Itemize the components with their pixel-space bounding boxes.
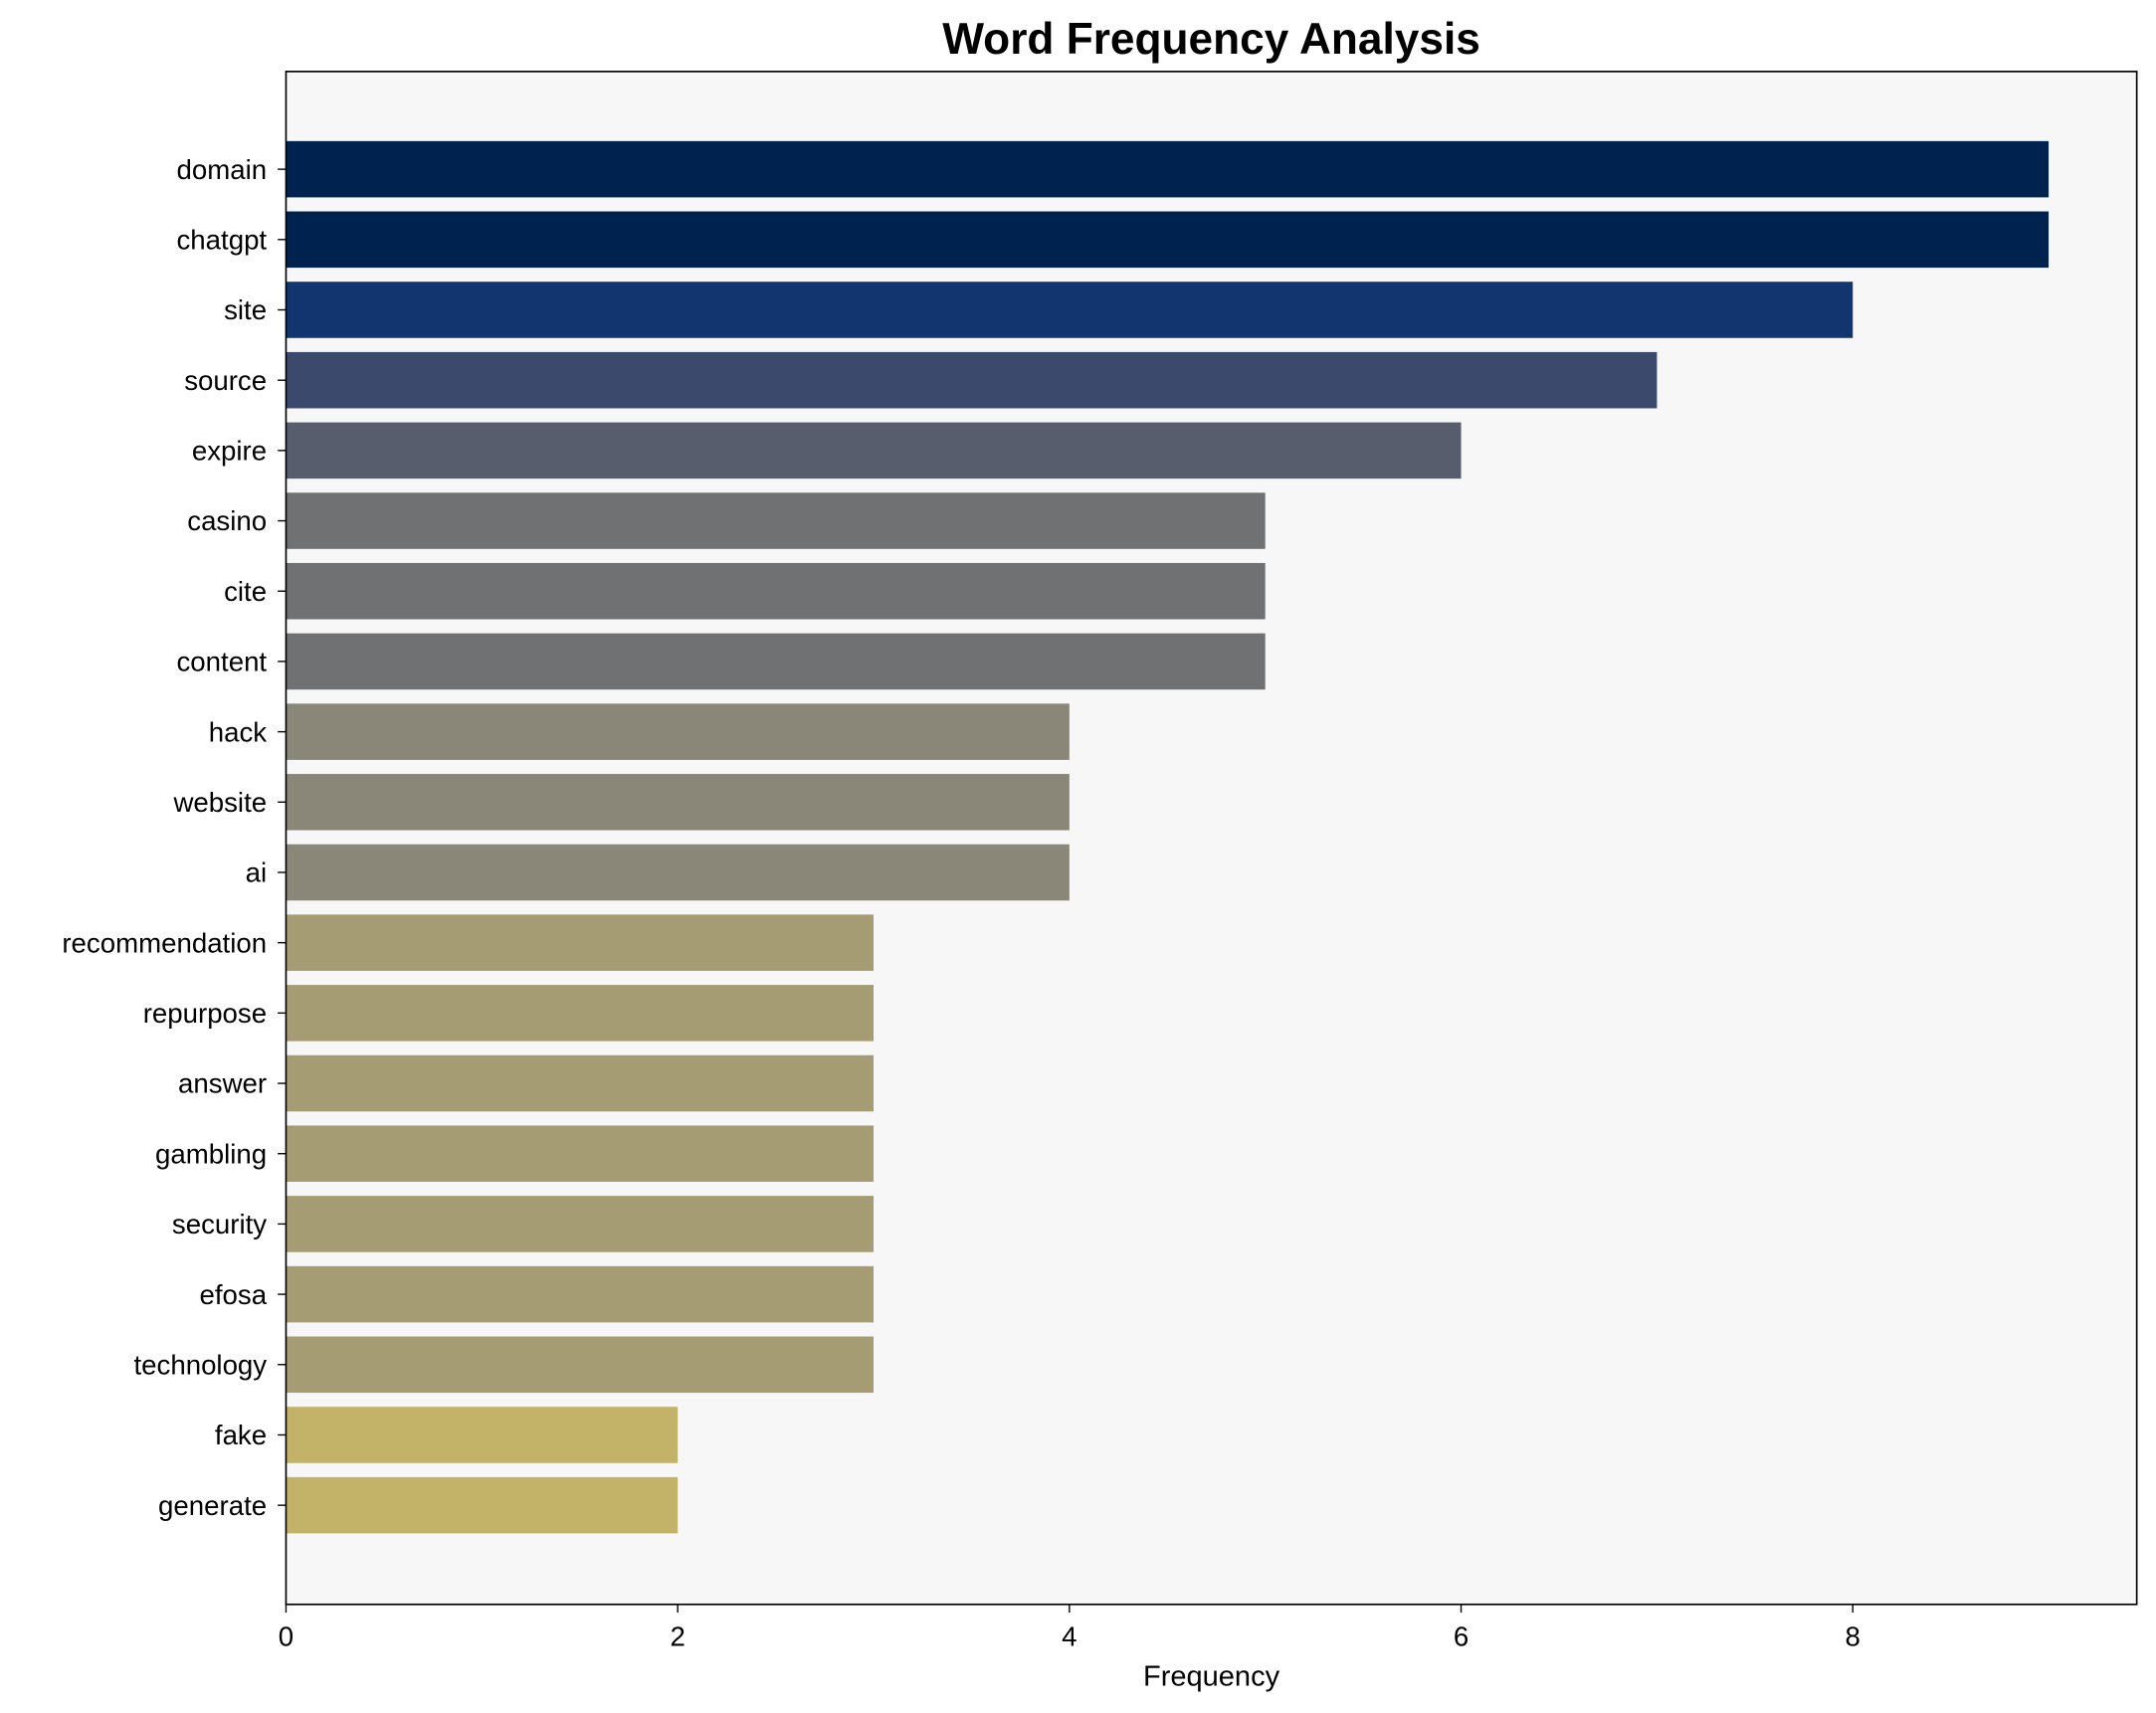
bar-casino <box>286 492 1266 549</box>
bar-efosa <box>286 1265 874 1323</box>
bar-content <box>286 633 1266 690</box>
y-tick-label: generate <box>158 1490 267 1521</box>
y-tick-label: gambling <box>155 1138 267 1169</box>
y-tick-label: technology <box>133 1349 267 1380</box>
bar-recommendation <box>286 914 874 971</box>
bar-hack <box>286 703 1070 760</box>
bar-answer <box>286 1054 874 1112</box>
x-tick-label: 2 <box>670 1620 685 1651</box>
bar-fake <box>286 1407 679 1463</box>
bar-domain <box>286 140 2050 198</box>
y-tick-label: repurpose <box>143 998 267 1029</box>
y-tick-label: casino <box>187 505 267 536</box>
y-tick-label: chatgpt <box>176 224 267 255</box>
y-tick-label: expire <box>192 436 267 467</box>
bar-generate <box>286 1476 679 1534</box>
y-tick-label: fake <box>215 1420 267 1450</box>
bar-security <box>286 1196 874 1252</box>
y-tick-label: site <box>224 294 267 325</box>
y-tick-label: security <box>172 1209 267 1239</box>
bar-source <box>286 351 1658 409</box>
x-tick-label: 6 <box>1454 1620 1469 1651</box>
bar-gambling <box>286 1125 874 1182</box>
y-tick-label: source <box>184 365 267 396</box>
bar-expire <box>286 422 1462 479</box>
y-tick-label: efosa <box>200 1279 268 1310</box>
y-tick-label: domain <box>177 154 268 185</box>
x-tick-label: 8 <box>1846 1620 1861 1651</box>
y-tick-label: hack <box>209 716 268 747</box>
bar-cite <box>286 562 1266 620</box>
y-tick-label: website <box>172 787 267 818</box>
x-axis-label: Frequency <box>1143 1660 1280 1692</box>
bar-website <box>286 774 1070 831</box>
bar-site <box>286 282 1854 338</box>
chart-title: Word Frequency Analysis <box>942 15 1480 64</box>
bar-technology <box>286 1336 874 1394</box>
plot-frame <box>285 71 2138 1606</box>
y-tick-label: ai <box>246 857 268 888</box>
bar-repurpose <box>286 985 874 1042</box>
y-tick-label: cite <box>224 576 267 607</box>
y-tick-label: recommendation <box>62 927 267 958</box>
x-tick-label: 0 <box>279 1620 294 1651</box>
bar-ai <box>286 844 1070 901</box>
bar-chatgpt <box>286 211 2050 269</box>
y-tick-label: content <box>176 647 267 677</box>
y-tick-label: answer <box>178 1068 267 1099</box>
x-tick-label: 4 <box>1062 1620 1077 1651</box>
